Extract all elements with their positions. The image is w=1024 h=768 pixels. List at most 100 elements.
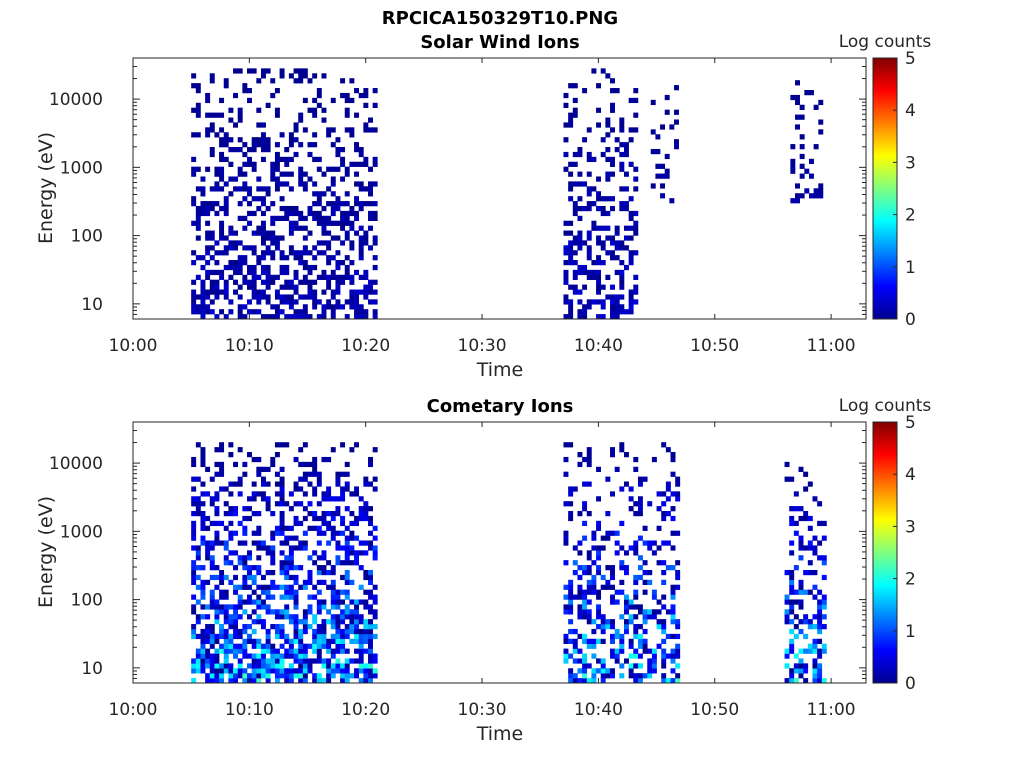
heatmap-cell [600, 658, 606, 664]
heatmap-cell [247, 299, 252, 305]
heatmap-cell [233, 68, 239, 74]
heatmap-cell [209, 255, 215, 261]
heatmap-cell [610, 594, 615, 600]
heatmap-cell [312, 461, 318, 468]
heatmap-cell [344, 506, 350, 512]
heatmap-cell [675, 569, 681, 576]
heatmap-cell [228, 604, 234, 610]
heatmap-cell [661, 579, 667, 586]
heatmap-cell [251, 673, 257, 679]
heatmap-cell [302, 304, 308, 310]
heatmap-cell [256, 569, 262, 576]
heatmap-cell [372, 668, 378, 674]
heatmap-cell [256, 678, 262, 684]
heatmap-cell [642, 648, 648, 654]
heatmap-cell [195, 309, 201, 315]
heatmap-cell [661, 648, 667, 654]
heatmap-cell [363, 574, 369, 581]
heatmap-cell [205, 658, 211, 664]
heatmap-cell [572, 545, 578, 551]
heatmap-cell [195, 511, 201, 517]
heatmap-cell [674, 85, 679, 91]
heatmap-cell [354, 560, 360, 566]
heatmap-cell [200, 614, 206, 620]
heatmap-cell [302, 491, 308, 497]
heatmap-cell [817, 614, 823, 620]
heatmap-cell [312, 638, 318, 644]
heatmap-cell [807, 643, 813, 649]
heatmap-cell [363, 230, 369, 236]
heatmap-cell [647, 673, 653, 679]
heatmap-cell [563, 594, 569, 600]
heatmap-cell [284, 215, 290, 222]
heatmap-cell [572, 678, 578, 684]
heatmap-cell [821, 555, 827, 561]
heatmap-cell [363, 186, 369, 192]
heatmap-cell [368, 594, 373, 600]
heatmap-cell [591, 673, 597, 679]
heatmap-cell [818, 193, 824, 199]
heatmap-cell [651, 456, 657, 463]
heatmap-cell [789, 589, 795, 595]
heatmap-cell [344, 314, 350, 320]
heatmap-cell [610, 648, 615, 654]
heatmap-cell [265, 466, 271, 472]
heatmap-cell [302, 609, 308, 615]
heatmap-cell [223, 205, 229, 212]
heatmap-cell [223, 245, 229, 251]
heatmap-cell [798, 628, 804, 635]
heatmap-cell [274, 491, 280, 497]
heatmap-cell [582, 205, 588, 212]
heatmap-cell [591, 643, 597, 649]
colorbar-gradient [872, 57, 898, 320]
heatmap-cell [256, 186, 262, 192]
heatmap-cell [288, 294, 294, 300]
heatmap-cell [326, 609, 332, 615]
heatmap-cell [656, 560, 662, 566]
heatmap-cell [228, 309, 234, 315]
heatmap-cell [191, 594, 197, 600]
heatmap-cell [817, 604, 823, 610]
heatmap-cell [656, 643, 662, 649]
heatmap-cell [214, 574, 220, 581]
heatmap-cell [656, 525, 662, 531]
heatmap-cell [568, 619, 574, 625]
heatmap-cell [228, 176, 234, 182]
heatmap-cell [284, 678, 290, 684]
heatmap-cell [219, 540, 225, 546]
heatmap-cell [270, 663, 276, 669]
heatmap-cell [821, 535, 827, 541]
heatmap-cell [209, 555, 215, 561]
heatmap-cell [242, 186, 248, 192]
heatmap-cell [817, 673, 823, 679]
heatmap-cell [335, 530, 341, 536]
heatmap-cell [358, 619, 364, 625]
heatmap-cell [214, 240, 220, 246]
heatmap-cell [293, 501, 299, 507]
heatmap-cell [358, 614, 364, 620]
heatmap-cell [321, 220, 327, 226]
heatmap-cell [633, 88, 639, 94]
heatmap-cell [633, 166, 639, 172]
heatmap-cell [628, 225, 634, 231]
heatmap-cell [270, 176, 276, 182]
heatmap-cell [582, 314, 588, 320]
heatmap-cell [368, 520, 373, 527]
heatmap-cell [200, 604, 206, 610]
heatmap-cell [191, 668, 197, 674]
heatmap-cell [358, 235, 364, 241]
heatmap-cell [293, 486, 299, 492]
heatmap-cell [326, 673, 332, 679]
heatmap-cell [233, 260, 239, 266]
heatmap-cell [260, 240, 266, 246]
heatmap-cell [633, 648, 639, 654]
heatmap-cell [312, 181, 318, 187]
heatmap-cell [637, 609, 643, 615]
heatmap-cell [344, 648, 350, 654]
heatmap-cell [368, 456, 373, 463]
heatmap-cell [582, 609, 588, 615]
colorbar-tick-label: 4 [905, 101, 916, 121]
heatmap-cell [807, 589, 813, 595]
heatmap-cell [228, 491, 234, 497]
heatmap-cell [256, 255, 262, 261]
